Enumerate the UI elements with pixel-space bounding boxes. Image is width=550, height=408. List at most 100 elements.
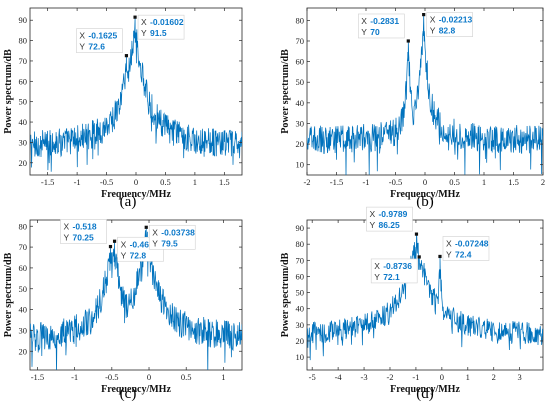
datatip-x-label: X — [430, 15, 436, 25]
x-tick-label: 0.5 — [160, 177, 171, 187]
y-tick-label: 20 — [19, 158, 28, 168]
y-tick-label: 80 — [19, 36, 28, 46]
datatip-y-label: Y — [152, 238, 158, 248]
x-tick-label: 0 — [440, 372, 444, 382]
datatip-box — [442, 236, 490, 261]
datatip-x-value: -0.2831 — [370, 16, 399, 26]
y-tick-label: 40 — [296, 98, 305, 108]
x-tick-label: 0.5 — [181, 372, 192, 382]
datatip-box — [366, 206, 413, 232]
y-tick-label: 30 — [296, 320, 305, 330]
datatip-y-value: 72.6 — [88, 42, 105, 52]
x-tick-label: 0 — [423, 177, 427, 187]
datatip-x-label: X — [374, 261, 380, 271]
x-tick-label: -1 — [74, 177, 81, 187]
y-axis-label: Power spectrum/dB — [280, 252, 291, 337]
x-axis-label: Frequency/MHz — [101, 384, 171, 395]
datatip-marker — [124, 54, 129, 58]
x-tick-label: 0.5 — [449, 177, 460, 187]
datatip-x-label: X — [369, 209, 375, 219]
x-tick-label: -1.5 — [31, 372, 44, 382]
datatip-marker — [417, 255, 421, 259]
datatip-marker — [144, 225, 148, 229]
datatip-y-value: 82.8 — [439, 26, 456, 36]
datatip-box — [137, 14, 185, 40]
panel-d: -5 -4 -3 -2 -1 0 1 2 3 10 20 30 40 50 60 70 80 90 Frequenc… — [280, 206, 544, 402]
plot-area — [306, 219, 544, 371]
x-tick-label: 1 — [193, 177, 197, 187]
datatip-y-value: 70 — [370, 27, 380, 37]
x-tick-label: 1.5 — [219, 177, 230, 187]
y-tick-label: 20 — [19, 346, 28, 356]
datatip-x-value: -0.4631 — [130, 239, 159, 249]
y-tick-label: 80 — [296, 15, 305, 25]
y-tick-label: 10 — [296, 352, 305, 362]
y-tick-label: 70 — [19, 242, 28, 252]
y-tick-label: 70 — [19, 56, 28, 66]
datatip-y-value: 72.4 — [455, 249, 472, 259]
y-tick-label: 50 — [19, 97, 28, 107]
datatip-x-value: -0.8736 — [383, 261, 412, 271]
x-tick-label: -1 — [71, 372, 78, 382]
x-tick-label: -1.5 — [330, 177, 343, 187]
x-axis-label: Frequency/MHz — [390, 189, 460, 200]
datatip-box — [76, 28, 123, 53]
datatip-x-label: X — [446, 238, 452, 248]
datatip-y-label: Y — [79, 42, 85, 52]
y-tick-label: 30 — [296, 118, 305, 128]
datatip-x-label: X — [152, 227, 158, 237]
y-tick-label: 60 — [19, 76, 28, 86]
panel-a: -1.5 -1 -0.5 0 0.5 1 1.5 20 30 40 50 60 70 80 90 Freque… — [3, 7, 243, 210]
x-tick-label: 0 — [147, 372, 151, 382]
y-tick-label: 10 — [296, 160, 305, 170]
datatip-x-label: X — [361, 16, 367, 26]
x-tick-label: -0.5 — [100, 177, 113, 187]
datatip-y-value: 70.25 — [72, 233, 94, 243]
datatip-y-value: 72.8 — [130, 250, 147, 260]
y-tick-label: 80 — [296, 239, 305, 249]
x-tick-label: 2 — [492, 372, 496, 382]
datatip-marker — [108, 244, 113, 249]
datatip-x-value: -0.9789 — [378, 209, 407, 219]
datatip-marker — [422, 12, 426, 17]
y-tick-label: 60 — [296, 57, 305, 67]
x-tick-label: -5 — [309, 372, 316, 382]
datatip-marker — [438, 254, 442, 259]
datatip-y-label: Y — [369, 220, 375, 230]
x-tick-label: -2 — [386, 372, 393, 382]
x-tick-label: 1 — [221, 372, 225, 382]
datatip-marker — [112, 239, 117, 243]
x-tick-label: -1 — [412, 372, 419, 382]
datatip-x-value: -0.1625 — [88, 31, 117, 41]
spectrum-trace — [30, 227, 242, 370]
x-tick-label: 3 — [518, 372, 522, 382]
y-tick-label: 40 — [19, 305, 28, 315]
datatip-x-value: -0.07248 — [455, 238, 489, 248]
spectrum-trace — [307, 234, 543, 361]
datatip-y-label: Y — [430, 26, 436, 36]
x-tick-label: -3 — [361, 372, 368, 382]
y-tick-label: 20 — [296, 139, 305, 149]
y-tick-label: 70 — [296, 255, 305, 265]
x-tick-label: -2 — [303, 177, 310, 187]
datatip-y-label: Y — [374, 272, 380, 282]
datatip-marker — [406, 39, 410, 43]
y-tick-label: 70 — [296, 36, 305, 46]
y-tick-label: 60 — [296, 271, 305, 281]
x-tick-label: 1.5 — [508, 177, 519, 187]
panel-label: (b) — [416, 194, 434, 210]
datatip-box — [60, 219, 107, 244]
datatip-x-value: -0.02213 — [439, 15, 473, 25]
y-tick-label: 80 — [19, 221, 28, 231]
datatip-x-label: X — [79, 31, 85, 41]
panel-label: (d) — [416, 386, 434, 402]
y-tick-label: 20 — [296, 336, 305, 346]
y-axis-label: Power spectrum/dB — [3, 49, 14, 134]
datatip-y-value: 79.5 — [161, 238, 178, 248]
